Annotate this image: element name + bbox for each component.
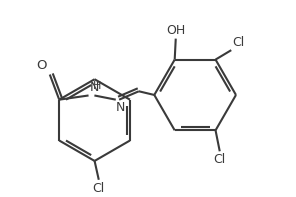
Text: Cl: Cl (93, 182, 105, 195)
Text: OH: OH (166, 23, 185, 36)
Text: H: H (93, 81, 102, 91)
Text: Cl: Cl (232, 36, 244, 49)
Text: O: O (36, 59, 47, 72)
Text: N: N (90, 81, 99, 94)
Text: Cl: Cl (214, 153, 226, 166)
Text: N: N (116, 101, 125, 114)
